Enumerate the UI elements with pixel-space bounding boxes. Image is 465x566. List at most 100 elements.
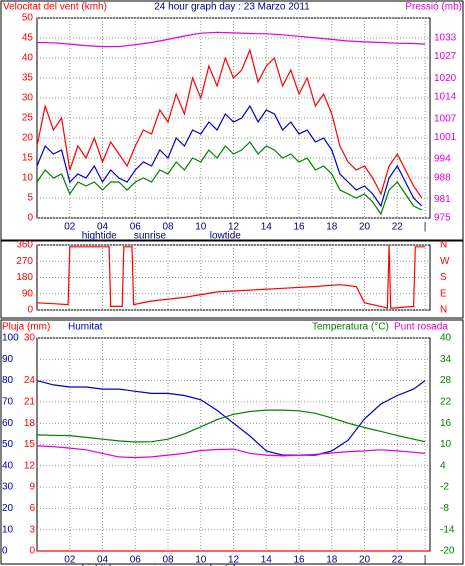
- y-tick-label: 40: [22, 53, 34, 64]
- series-line: [36, 380, 426, 456]
- series-label: Punt rosada: [394, 322, 448, 333]
- x-tick-label: 02: [64, 222, 76, 233]
- y2-tick-label: 40: [440, 333, 452, 344]
- y2-tick-label: 981: [434, 194, 451, 205]
- x-tick-label: |: [424, 555, 427, 566]
- series-line: [36, 48, 423, 199]
- series-line: [36, 31, 426, 48]
- y3-tick-label: 6: [29, 503, 35, 514]
- y2-tick-label: 34: [440, 354, 452, 365]
- x-tick-label: 18: [326, 555, 338, 566]
- x-tick-label: 06: [130, 222, 142, 233]
- y-tick-label: 25: [22, 113, 34, 124]
- y-tick-label: 50: [22, 13, 34, 24]
- x-tick-label: 10: [195, 222, 207, 233]
- x-tick-label: 08: [162, 555, 174, 566]
- x-tick-label: 04: [97, 555, 109, 566]
- y-tick-label: 30: [22, 93, 34, 104]
- y-tick-label: 20: [2, 503, 14, 514]
- series-label: Temperatura (°C): [312, 322, 389, 333]
- x-tick-label: 18: [326, 222, 338, 233]
- y-tick-label: 15: [22, 153, 34, 164]
- x-tick-label: 08: [162, 222, 174, 233]
- y2-tick-label: 994: [434, 154, 451, 165]
- y2-tick-label: 1033: [434, 33, 457, 44]
- y2-tick-label: -2: [440, 482, 449, 493]
- panel-frame: [0, 0, 464, 241]
- y-tick-label: 40: [2, 460, 14, 471]
- y2-tick-label: 1027: [434, 51, 457, 62]
- y-tick-label: 180: [16, 272, 33, 283]
- y2-tick-label: N: [440, 305, 447, 316]
- y-tick-label: 0: [2, 546, 8, 557]
- annotation: hightide: [82, 564, 117, 566]
- x-tick-label: 16: [293, 222, 305, 233]
- y3-tick-label: 21: [24, 397, 36, 408]
- series-label: Humitat: [68, 322, 103, 333]
- y-tick-label: 20: [22, 133, 34, 144]
- annotation: sunrise: [134, 231, 167, 242]
- y2-tick-label: 28: [440, 375, 452, 386]
- y3-tick-label: 15: [24, 439, 36, 450]
- y-tick-label: 50: [2, 439, 14, 450]
- series-line: [36, 445, 426, 459]
- x-tick-label: 22: [392, 555, 404, 566]
- series-line: [36, 244, 426, 309]
- series-line: [36, 104, 423, 208]
- y3-tick-label: 24: [24, 375, 36, 386]
- y-tick-label: 90: [22, 288, 34, 299]
- series-label: Velocitat del vent (kmh): [3, 2, 107, 13]
- y2-tick-label: -14: [440, 524, 455, 535]
- y-tick-label: 360: [16, 240, 33, 251]
- x-tick-label: 14: [261, 555, 273, 566]
- annotation: lowtide: [210, 231, 242, 242]
- x-tick-label: 10: [195, 555, 207, 566]
- y2-tick-label: 1007: [434, 113, 457, 124]
- y-tick-label: 0: [27, 213, 33, 224]
- annotation: hightide: [82, 231, 117, 242]
- y2-tick-label: N: [440, 240, 447, 251]
- y-tick-label: 90: [2, 354, 14, 365]
- series-label: Pressió (mb): [405, 2, 462, 13]
- annotation: lowtide: [210, 564, 242, 566]
- y3-tick-label: 18: [24, 418, 36, 429]
- y2-tick-label: -20: [440, 546, 455, 557]
- y2-tick-label: S: [440, 272, 447, 283]
- y-tick-label: 35: [22, 73, 34, 84]
- x-tick-label: 06: [130, 555, 142, 566]
- y2-tick-label: 1001: [434, 132, 457, 143]
- x-tick-label: |: [424, 222, 427, 233]
- y2-tick-label: W: [440, 256, 450, 267]
- y2-tick-label: E: [440, 288, 447, 299]
- y2-tick-label: 10: [440, 439, 452, 450]
- y2-tick-label: 1014: [434, 92, 457, 103]
- y-tick-label: 100: [2, 333, 19, 344]
- y3-tick-label: 30: [24, 333, 36, 344]
- x-tick-label: 04: [97, 222, 109, 233]
- y-tick-label: 270: [16, 256, 33, 267]
- x-tick-label: 12: [228, 222, 240, 233]
- annotation: sunrise: [134, 564, 167, 566]
- panel-frame: [0, 319, 464, 565]
- x-tick-label: 16: [293, 555, 305, 566]
- y2-tick-label: 988: [434, 172, 451, 183]
- y-tick-label: 5: [27, 193, 33, 204]
- y-tick-label: 60: [2, 418, 14, 429]
- chart-title: 24 hour graph day : 23 Marzo 2011: [154, 2, 310, 13]
- x-tick-label: 22: [392, 222, 404, 233]
- y2-tick-label: 1020: [434, 73, 457, 84]
- y2-tick-label: 4: [440, 460, 446, 471]
- y-tick-label: 10: [22, 173, 34, 184]
- x-tick-label: 20: [359, 555, 371, 566]
- y-tick-label: 45: [22, 33, 34, 44]
- series-line: [36, 409, 426, 443]
- y-tick-label: 10: [2, 524, 14, 535]
- y2-tick-label: 16: [440, 418, 452, 429]
- x-tick-label: 12: [228, 555, 240, 566]
- series-label: Pluja (mm): [2, 322, 50, 333]
- y3-tick-label: 12: [24, 460, 36, 471]
- y-tick-label: 70: [2, 397, 14, 408]
- x-tick-label: 02: [64, 555, 76, 566]
